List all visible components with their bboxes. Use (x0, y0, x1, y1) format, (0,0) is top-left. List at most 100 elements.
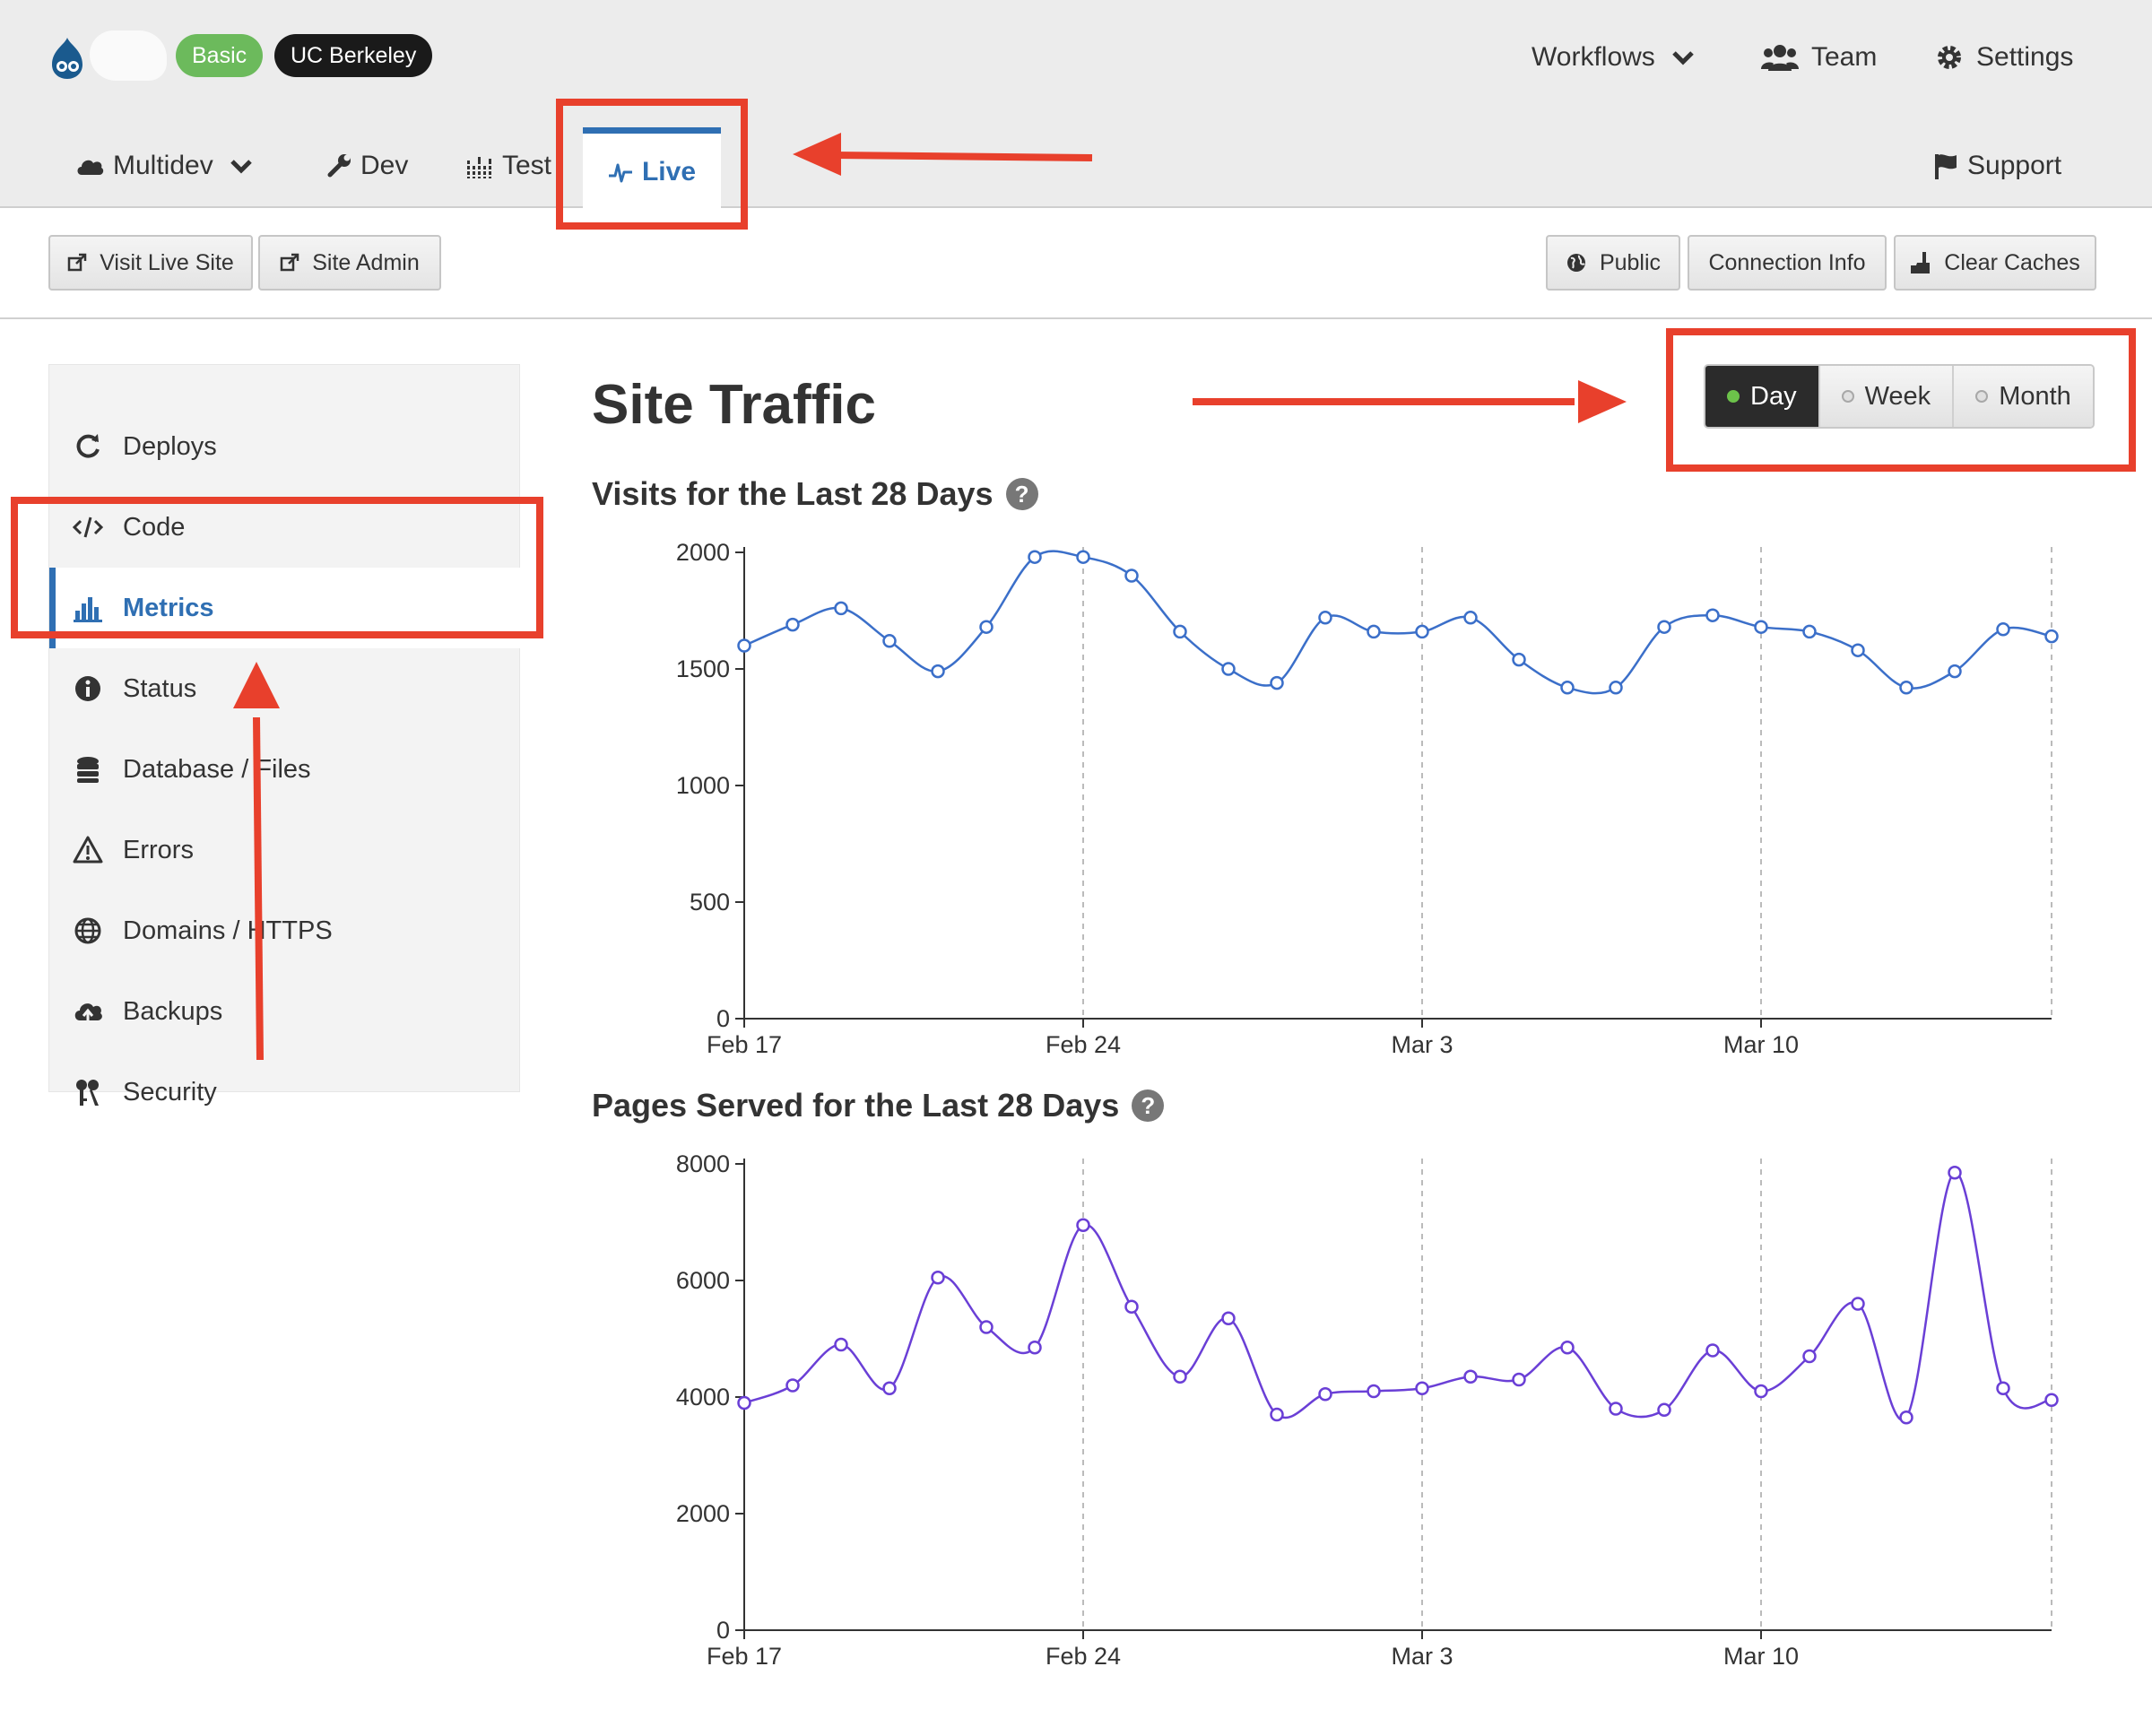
settings-link[interactable]: Settings (1935, 36, 2073, 79)
range-week-label: Week (1864, 381, 1931, 411)
range-week-button[interactable]: Week (1818, 366, 1953, 427)
pages-y-tick-label: 4000 (676, 1384, 730, 1410)
visits-series-line (743, 550, 2052, 695)
connection-info-button[interactable]: Connection Info (1688, 235, 1887, 291)
pages-chart-title-text: Pages Served for the Last 28 Days (592, 1087, 1120, 1124)
wrench-icon (327, 154, 351, 178)
pages-data-point (1173, 1369, 1187, 1384)
info-icon (75, 676, 100, 701)
tab-dev-label: Dev (360, 151, 409, 180)
pages-data-point (1657, 1402, 1671, 1418)
sidebar-item-domains-https[interactable]: Domains / HTTPS (49, 890, 521, 971)
sidebar-item-code[interactable]: Code (49, 487, 521, 568)
pages-data-point (1802, 1349, 1817, 1364)
tab-multidev-label: Multidev (113, 151, 213, 180)
visits-data-point (1705, 608, 1720, 622)
pages-series-line (743, 1171, 2052, 1421)
pages-data-point (2044, 1393, 2059, 1407)
plan-badge: Basic (176, 34, 264, 77)
support-label: Support (1967, 151, 2062, 180)
sidebar-item-label: Database / Files (123, 754, 311, 784)
pages-data-point (1463, 1369, 1478, 1384)
pages-y-tick-label: 0 (716, 1617, 730, 1644)
pages-x-tick-label: Mar 3 (1391, 1643, 1453, 1670)
refresh-icon (76, 434, 100, 458)
pages-data-point (1754, 1384, 1768, 1399)
radio-dot-icon (1975, 390, 1989, 403)
visits-chart-title: Visits for the Last 28 Days ? (592, 475, 1038, 513)
visits-data-point (1367, 624, 1381, 639)
visits-data-point (1221, 662, 1236, 676)
sidebar-item-errors[interactable]: Errors (49, 810, 521, 890)
radio-dot-icon (1841, 390, 1854, 403)
pages-data-point (1028, 1341, 1042, 1355)
pages-data-point (834, 1337, 848, 1352)
visits-x-tick-label: Feb 17 (707, 1031, 782, 1058)
tab-multidev[interactable]: Multidev (75, 143, 253, 188)
public-label: Public (1599, 249, 1662, 275)
tab-test[interactable]: Test (466, 143, 551, 188)
external-link-icon (280, 253, 299, 272)
team-link[interactable]: Team (1761, 36, 1877, 79)
sidebar-item-status[interactable]: Status (49, 648, 521, 729)
visits-y-tick-label: 500 (690, 889, 730, 916)
help-icon[interactable]: ? (1005, 478, 1038, 510)
clear-caches-button[interactable]: Clear Caches (1894, 235, 2096, 291)
annotation-arrow-range-head (1578, 380, 1627, 423)
range-month-button[interactable]: Month (1952, 366, 2093, 427)
pages-data-point (1512, 1372, 1526, 1387)
visits-data-point (1076, 550, 1090, 564)
support-link[interactable]: Support (1933, 143, 2061, 188)
visits-chart-title-text: Visits for the Last 28 Days (592, 475, 994, 512)
pages-data-point (1367, 1384, 1381, 1399)
external-link-icon (67, 253, 87, 272)
pages-data-point (1318, 1387, 1332, 1402)
visits-data-point (1560, 681, 1575, 695)
sidebar-item-label: Code (123, 512, 186, 542)
pages-y-tick-label: 8000 (676, 1150, 730, 1177)
pages-data-point (1076, 1218, 1090, 1232)
pages-x-tick-label: Feb 17 (707, 1643, 782, 1670)
database-icon (77, 757, 99, 783)
tab-test-label: Test (502, 151, 552, 180)
workflows-menu[interactable]: Workflows (1532, 36, 1695, 79)
visits-data-point (1173, 624, 1187, 639)
visit-live-site-button[interactable]: Visit Live Site (48, 235, 253, 291)
workflows-label: Workflows (1532, 42, 1655, 72)
sidebar: Deploys Code Metrics Status Database / F… (48, 364, 521, 1107)
visits-data-point (1802, 624, 1817, 639)
help-icon[interactable]: ? (1132, 1089, 1165, 1122)
visits-data-point (1270, 675, 1284, 690)
warning-icon (73, 836, 103, 864)
sidebar-item-label: Status (123, 673, 197, 703)
visits-data-point (1851, 643, 1865, 657)
sidebar-item-database-files[interactable]: Database / Files (49, 729, 521, 810)
pages-data-point (1899, 1410, 1913, 1425)
drupal-logo-icon (52, 38, 82, 79)
public-button[interactable]: Public (1546, 235, 1680, 291)
pages-data-point (1415, 1381, 1429, 1395)
tab-dev[interactable]: Dev (326, 143, 408, 188)
visits-x-tick-label: Mar 10 (1723, 1031, 1799, 1058)
sidebar-item-label: Security (123, 1077, 217, 1107)
pages-data-point (785, 1378, 800, 1393)
range-day-button[interactable]: Day (1705, 366, 1818, 427)
site-admin-button[interactable]: Site Admin (258, 235, 441, 291)
visits-data-point (1609, 681, 1623, 695)
tab-live-label: Live (641, 156, 697, 187)
tab-live[interactable]: Live (583, 127, 721, 210)
toolbar-divider (0, 317, 2152, 319)
sidebar-item-metrics[interactable]: Metrics (49, 568, 521, 648)
sidebar-item-label: Metrics (123, 593, 214, 622)
chevron-down-icon (1672, 51, 1694, 65)
visits-data-point (1463, 611, 1478, 625)
sidebar-item-backups[interactable]: Backups (49, 971, 521, 1052)
sidebar-item-security[interactable]: Security (49, 1052, 521, 1133)
pages-data-point (1609, 1402, 1623, 1416)
site-name-redacted (90, 30, 167, 81)
pages-data-point (1705, 1343, 1720, 1358)
sidebar-item-deploys[interactable]: Deploys (49, 406, 521, 487)
gear-icon (1938, 46, 1961, 69)
range-month-label: Month (1999, 381, 2071, 411)
organization-badge[interactable]: UC Berkeley (274, 34, 433, 77)
